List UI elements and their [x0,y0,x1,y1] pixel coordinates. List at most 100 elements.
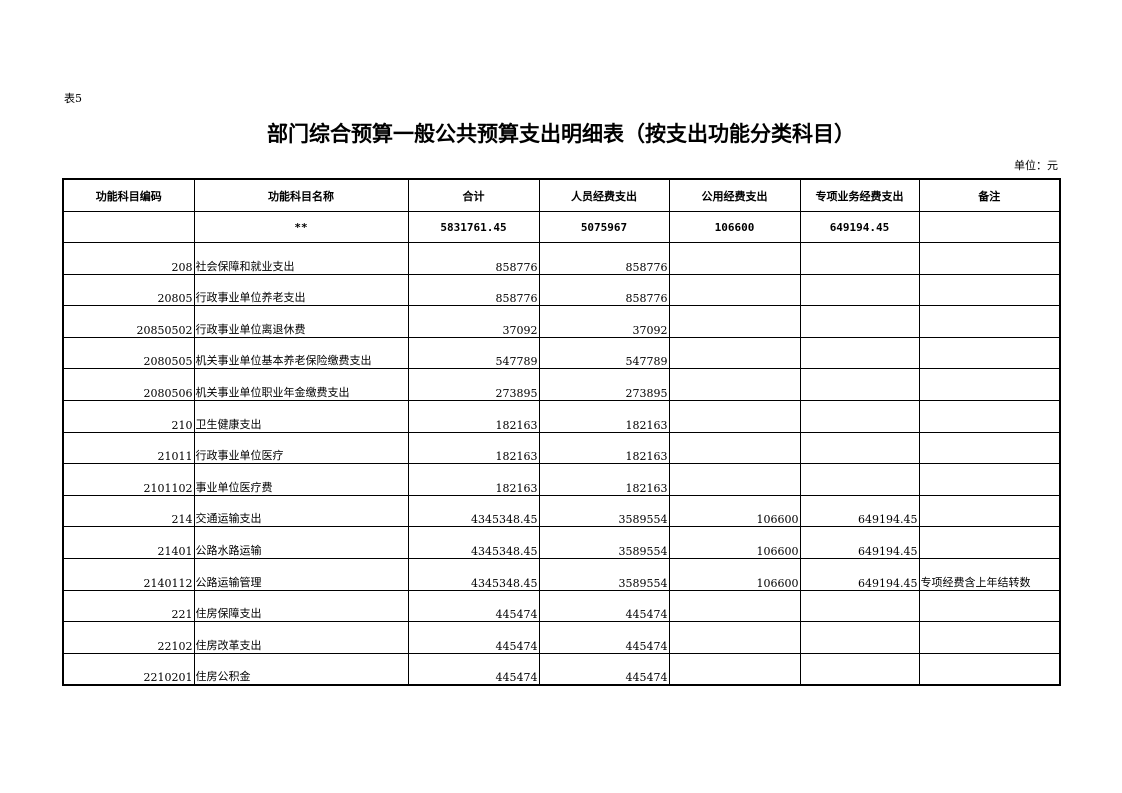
cell-special [799,273,920,307]
cell-personnel: 858776 [538,273,670,307]
cell-special [799,399,920,433]
header-note: 备注 [918,178,1061,212]
cell-name: 住房公积金 [193,652,409,686]
cell-note [918,621,1061,654]
total-name: ** [193,211,409,243]
header-name: 功能科目名称 [193,178,409,212]
table-row: 214 交通运输支出 4345348.45 3589554 106600 649194.4… [62,494,1061,528]
total-public: 106600 [668,211,801,243]
cell-name: 卫生健康支出 [193,399,409,433]
cell-total: 858776 [407,242,540,275]
cell-name: 公路运输管理 [193,557,409,591]
cell-code: 21011 [62,431,195,465]
cell-public [668,652,801,686]
cell-name: 行政事业单位离退休费 [193,305,409,338]
header-code: 功能科目编码 [62,178,195,212]
cell-personnel: 858776 [538,242,670,275]
table-number-label: 表5 [64,92,82,105]
table-row: 210 卫生健康支出 182163 182163 [62,399,1061,433]
cell-special [799,589,920,623]
cell-public [668,431,801,465]
total-personnel: 5075967 [538,211,670,243]
cell-code: 214 [62,494,195,528]
cell-special [799,368,920,401]
header-personnel: 人员经费支出 [538,178,670,212]
cell-name: 交通运输支出 [193,494,409,528]
cell-public [668,368,801,401]
cell-public [668,273,801,307]
cell-code: 20805 [62,273,195,307]
cell-name: 行政事业单位医疗 [193,431,409,465]
unit-label: 单位：元 [1014,159,1058,172]
cell-personnel: 445474 [538,589,670,623]
cell-note [918,652,1061,686]
cell-special [799,621,920,654]
cell-personnel: 445474 [538,621,670,654]
cell-code: 20850502 [62,305,195,338]
cell-code: 2140112 [62,557,195,591]
cell-public [668,399,801,433]
cell-public [668,336,801,370]
cell-code: 2101102 [62,463,195,496]
cell-public: 106600 [668,494,801,528]
total-note [918,211,1061,243]
cell-code: 2080506 [62,368,195,401]
table-row: 22102 住房改革支出 445474 445474 [62,621,1061,654]
cell-special [799,305,920,338]
cell-name: 公路水路运输 [193,526,409,559]
cell-personnel: 547789 [538,336,670,370]
cell-code: 208 [62,242,195,275]
cell-note: 专项经费含上年结转数 [918,557,1061,591]
cell-personnel: 445474 [538,652,670,686]
cell-special [799,431,920,465]
cell-name: 行政事业单位养老支出 [193,273,409,307]
cell-personnel: 37092 [538,305,670,338]
cell-note [918,494,1061,528]
cell-code: 22102 [62,621,195,654]
total-special: 649194.45 [799,211,920,243]
cell-total: 4345348.45 [407,494,540,528]
cell-name: 机关事业单位职业年金缴费支出 [193,368,409,401]
cell-code: 221 [62,589,195,623]
cell-personnel: 182163 [538,463,670,496]
cell-code: 210 [62,399,195,433]
table-row: 2140112 公路运输管理 4345348.45 3589554 106600 6491… [62,557,1061,591]
cell-total: 858776 [407,273,540,307]
cell-name: 住房保障支出 [193,589,409,623]
table-row: 20850502 行政事业单位离退休费 37092 37092 [62,305,1061,338]
cell-total: 182163 [407,463,540,496]
cell-note [918,336,1061,370]
header-special: 专项业务经费支出 [799,178,920,212]
total-row: ** 5831761.45 5075967 106600 649194.45 [62,211,1061,243]
cell-note [918,273,1061,307]
total-code [62,211,195,243]
cell-public [668,621,801,654]
cell-total: 547789 [407,336,540,370]
cell-name: 社会保障和就业支出 [193,242,409,275]
cell-public: 106600 [668,526,801,559]
cell-total: 445474 [407,621,540,654]
cell-public: 106600 [668,557,801,591]
cell-total: 273895 [407,368,540,401]
cell-code: 21401 [62,526,195,559]
cell-note [918,399,1061,433]
cell-special [799,463,920,496]
document-title: 部门综合预算一般公共预算支出明细表（按支出功能分类科目） [267,122,855,146]
cell-code: 2080505 [62,336,195,370]
total-total: 5831761.45 [407,211,540,243]
table-row: 2210201 住房公积金 445474 445474 [62,652,1061,686]
cell-code: 2210201 [62,652,195,686]
table-row: 2080505 机关事业单位基本养老保险缴费支出 547789 547789 [62,336,1061,370]
cell-personnel: 3589554 [538,526,670,559]
budget-table: 功能科目编码 功能科目名称 合计 人员经费支出 公用经费支出 专项业务经费支出 … [62,178,1061,687]
cell-public [668,242,801,275]
cell-special: 649194.45 [799,526,920,559]
table-row: 2101102 事业单位医疗费 182163 182163 [62,463,1061,496]
table-row: 2080506 机关事业单位职业年金缴费支出 273895 273895 [62,368,1061,401]
cell-note [918,589,1061,623]
cell-name: 机关事业单位基本养老保险缴费支出 [193,336,409,370]
cell-note [918,526,1061,559]
cell-note [918,368,1061,401]
cell-note [918,242,1061,275]
table-row: 21401 公路水路运输 4345348.45 3589554 106600 649194… [62,526,1061,559]
